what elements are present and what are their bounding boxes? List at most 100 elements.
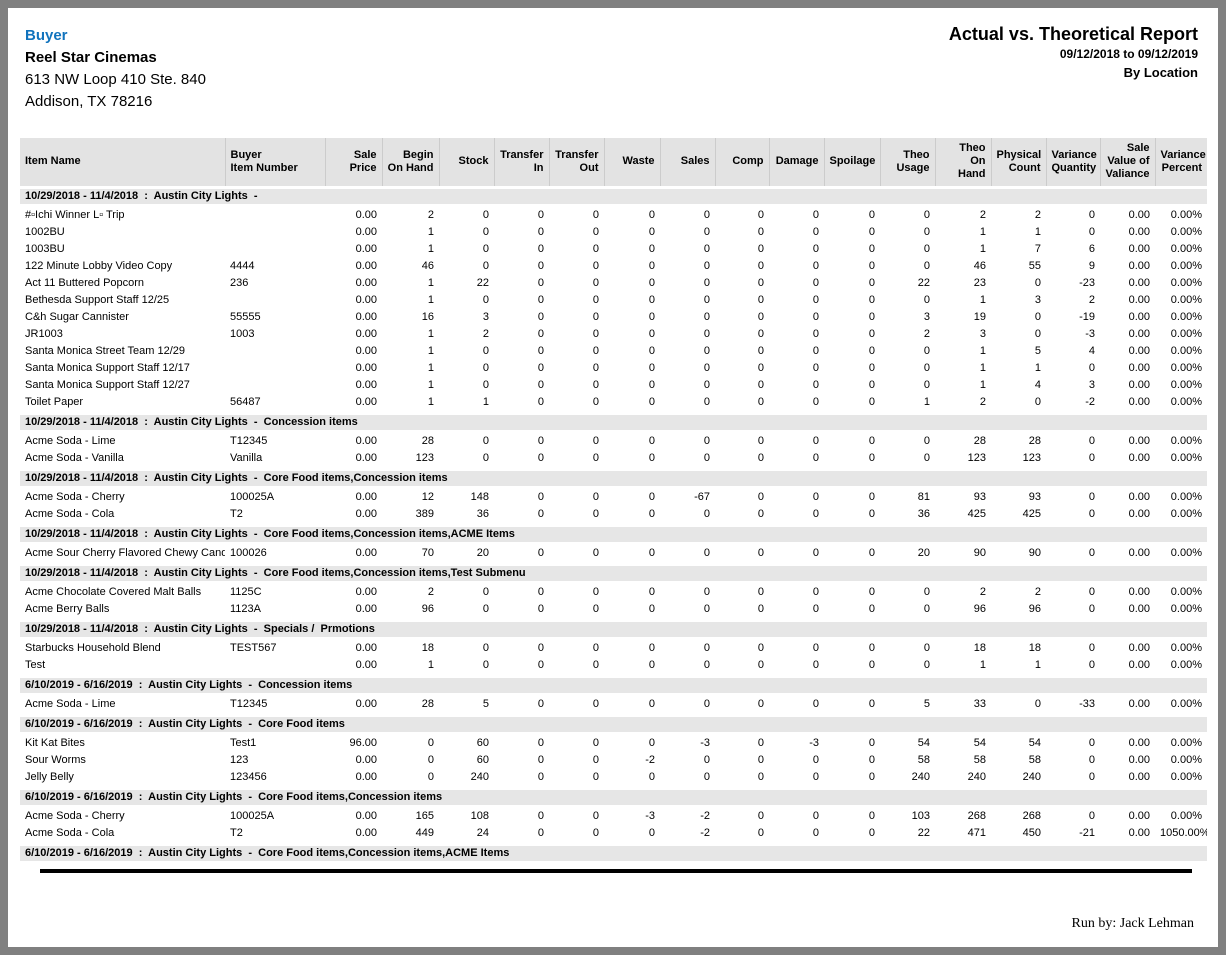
- cell: 0: [482, 208, 489, 221]
- cell: Acme Soda - Cherry: [25, 490, 125, 503]
- cell: 0: [868, 585, 875, 598]
- cell: 0: [1088, 507, 1095, 520]
- cell: 0: [1088, 451, 1095, 464]
- cell: 0.00: [355, 208, 377, 221]
- cell: 0: [482, 658, 489, 671]
- cell: Acme Soda - Lime: [25, 434, 116, 447]
- group-header-label: 6/10/2019 - 6/16/2019 : Austin City Ligh…: [20, 840, 1207, 863]
- table-row: Toilet Paper 56487 0.00 1 1 0 0 0 0 0 0 0 1 2 0 -2 0.00 0…: [20, 393, 1207, 413]
- cell: 0: [592, 361, 599, 374]
- cell: -3: [700, 736, 710, 749]
- cell: 0.00: [355, 327, 377, 340]
- cell: T12345: [230, 434, 268, 447]
- cell: 0: [757, 736, 764, 749]
- cell: 0.00%: [1170, 585, 1202, 598]
- cell: 0: [482, 378, 489, 391]
- cell: 0: [537, 310, 544, 323]
- cell: 0: [757, 546, 764, 559]
- group-header-row: 10/29/2018 - 11/4/2018 : Austin City Lig…: [20, 409, 1207, 432]
- cell: 0.00%: [1170, 770, 1202, 783]
- cell: -2: [700, 809, 710, 822]
- cell: 0: [537, 242, 544, 255]
- cell: 0: [592, 242, 599, 255]
- report-grouping: By Location: [1123, 65, 1198, 80]
- cell: 0: [427, 753, 434, 766]
- cell: 93: [1028, 490, 1041, 503]
- cell: 1: [1034, 658, 1041, 671]
- cell: 0.00%: [1170, 310, 1202, 323]
- cell: 58: [973, 753, 986, 766]
- group-header-row: 10/29/2018 - 11/4/2018 : Austin City Lig…: [20, 560, 1207, 583]
- cell: 1: [427, 293, 434, 306]
- cell: 0: [868, 208, 875, 221]
- cell: 2: [979, 395, 986, 408]
- cell: 0: [648, 826, 655, 839]
- cell: 0.00%: [1170, 395, 1202, 408]
- cell: TEST567: [230, 641, 277, 654]
- cell: Vanilla: [230, 451, 263, 464]
- cell: 103: [911, 809, 930, 822]
- group-header-row: 6/10/2019 - 6/16/2019 : Austin City Ligh…: [20, 711, 1207, 734]
- cell: 96.00: [349, 736, 377, 749]
- cell: 0: [537, 361, 544, 374]
- cell: 0: [537, 378, 544, 391]
- cell: 0: [648, 736, 655, 749]
- cell: 0: [537, 395, 544, 408]
- cell: 0: [812, 259, 819, 272]
- cell: 0: [592, 585, 599, 598]
- cell: 0.00: [355, 434, 377, 447]
- cell: 0: [812, 434, 819, 447]
- cell: 0: [648, 259, 655, 272]
- cell: 0: [1088, 602, 1095, 615]
- table-row: Kit Kat Bites Test1 96.00 0 60 0 0 0 -3 0 -3 0 54 54 5…: [20, 733, 1207, 751]
- cell: 36: [917, 507, 930, 520]
- cell: 0: [427, 736, 434, 749]
- cell: 1: [482, 395, 489, 408]
- cell: 0.00: [355, 378, 377, 391]
- cell: 20: [476, 546, 489, 559]
- cell: 28: [421, 697, 434, 710]
- cell: 0: [703, 451, 710, 464]
- cell: 46: [973, 259, 986, 272]
- cell: 0: [592, 293, 599, 306]
- cell: 55555: [230, 310, 261, 323]
- address-line-2: Addison, TX 78216: [25, 93, 153, 110]
- cell: [225, 205, 325, 223]
- cell: 1: [923, 395, 930, 408]
- cell: 70: [421, 546, 434, 559]
- cell: 0.00: [355, 697, 377, 710]
- table-row: Acme Berry Balls 1123A 0.00 96 0 0 0 0 0 0 0 0 0 96 96…: [20, 600, 1207, 620]
- cell: 0: [812, 809, 819, 822]
- cell: 1: [427, 242, 434, 255]
- cell: 0: [592, 344, 599, 357]
- group-header-label: 10/29/2018 - 11/4/2018 : Austin City Lig…: [20, 409, 1207, 432]
- cell: 0: [427, 770, 434, 783]
- cell: 0: [1088, 753, 1095, 766]
- cell: 0: [648, 585, 655, 598]
- cell: 0: [868, 310, 875, 323]
- cell: Acme Sour Cherry Flavored Chewy Candy: [25, 546, 225, 559]
- cell: 0: [703, 641, 710, 654]
- cell: 0: [812, 697, 819, 710]
- cell: 0: [592, 259, 599, 272]
- footer-divider: [40, 869, 1192, 873]
- cell: 0: [757, 641, 764, 654]
- cell: 0: [923, 585, 930, 598]
- cell: 0: [592, 490, 599, 503]
- cell: 0: [812, 546, 819, 559]
- cell: 0.00%: [1170, 259, 1202, 272]
- cell: 0.00: [1128, 395, 1150, 408]
- cell: 0: [592, 658, 599, 671]
- cell: T2: [230, 826, 243, 839]
- cell: 0: [703, 276, 710, 289]
- cell: 0: [812, 327, 819, 340]
- group-header-label: 6/10/2019 - 6/16/2019 : Austin City Ligh…: [20, 711, 1207, 734]
- cell: 0.00%: [1170, 276, 1202, 289]
- cell: 0: [757, 395, 764, 408]
- cell: 58: [917, 753, 930, 766]
- cell: 0.00: [1128, 344, 1150, 357]
- cell: 0.00: [355, 809, 377, 822]
- cell: 18: [1028, 641, 1041, 654]
- cell: [225, 376, 325, 393]
- cell: 0.00: [355, 602, 377, 615]
